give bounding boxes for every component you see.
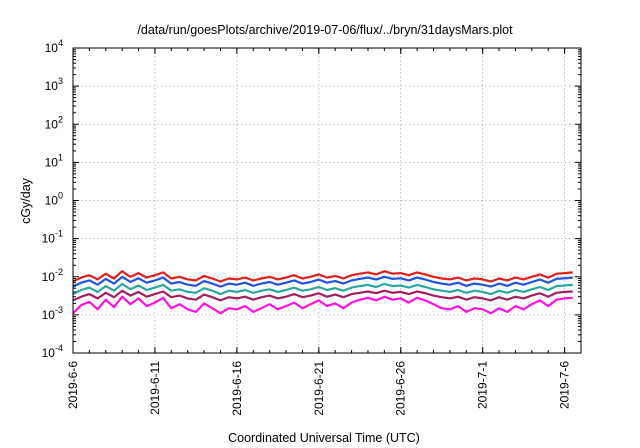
y-tick-label: 104 bbox=[45, 38, 63, 55]
x-tick-label: 2019-7-1 bbox=[476, 361, 490, 409]
x-tick-label: 2019-6-6 bbox=[66, 361, 80, 409]
x-tick-label: 2019-7-6 bbox=[558, 361, 572, 409]
x-tick-label: 2019-6-26 bbox=[394, 361, 408, 416]
y-tick-label: 10-1 bbox=[42, 229, 63, 246]
grid-lines bbox=[72, 48, 581, 353]
y-axis-ticks: 10-4 10-3 10-2 10-1 100 101 102 103 104 bbox=[42, 38, 581, 360]
y-tick-label: 101 bbox=[45, 152, 63, 169]
y-tick-label: 100 bbox=[45, 191, 63, 208]
y-tick-label: 103 bbox=[45, 76, 63, 93]
y-axis-label: cGy/day bbox=[19, 177, 33, 224]
chart-title: /data/run/goesPlots/archive/2019-07-06/f… bbox=[137, 23, 513, 37]
y-tick-label: 102 bbox=[45, 114, 63, 131]
series-group bbox=[72, 270, 573, 315]
series-line bbox=[72, 295, 573, 315]
y-tick-label: 10-4 bbox=[42, 343, 63, 360]
series-line bbox=[72, 282, 573, 296]
x-tick-label: 2019-6-21 bbox=[312, 361, 326, 416]
y-tick-label: 10-3 bbox=[42, 305, 63, 322]
x-axis-ticks: 2019-6-6 2019-6-11 2019-6-16 2019-6-21 2019-… bbox=[66, 48, 582, 416]
x-tick-label: 2019-6-16 bbox=[230, 361, 244, 416]
x-tick-label: 2019-6-11 bbox=[148, 361, 162, 415]
series-line bbox=[72, 270, 573, 283]
x-axis-label: Coordinated Universal Time (UTC) bbox=[228, 431, 420, 445]
series-line bbox=[72, 275, 573, 288]
series-line bbox=[72, 289, 573, 302]
y-tick-label: 10-2 bbox=[42, 267, 63, 284]
